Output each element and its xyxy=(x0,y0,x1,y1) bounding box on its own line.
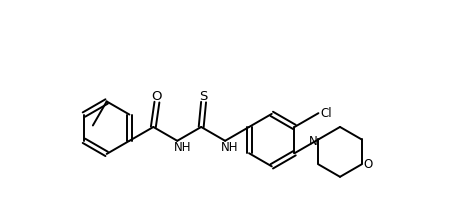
Text: NH: NH xyxy=(173,141,191,154)
Text: O: O xyxy=(152,90,162,103)
Text: O: O xyxy=(363,158,372,171)
Text: NH: NH xyxy=(221,141,239,154)
Text: Cl: Cl xyxy=(321,107,332,120)
Text: S: S xyxy=(200,90,208,103)
Text: N: N xyxy=(309,135,318,148)
